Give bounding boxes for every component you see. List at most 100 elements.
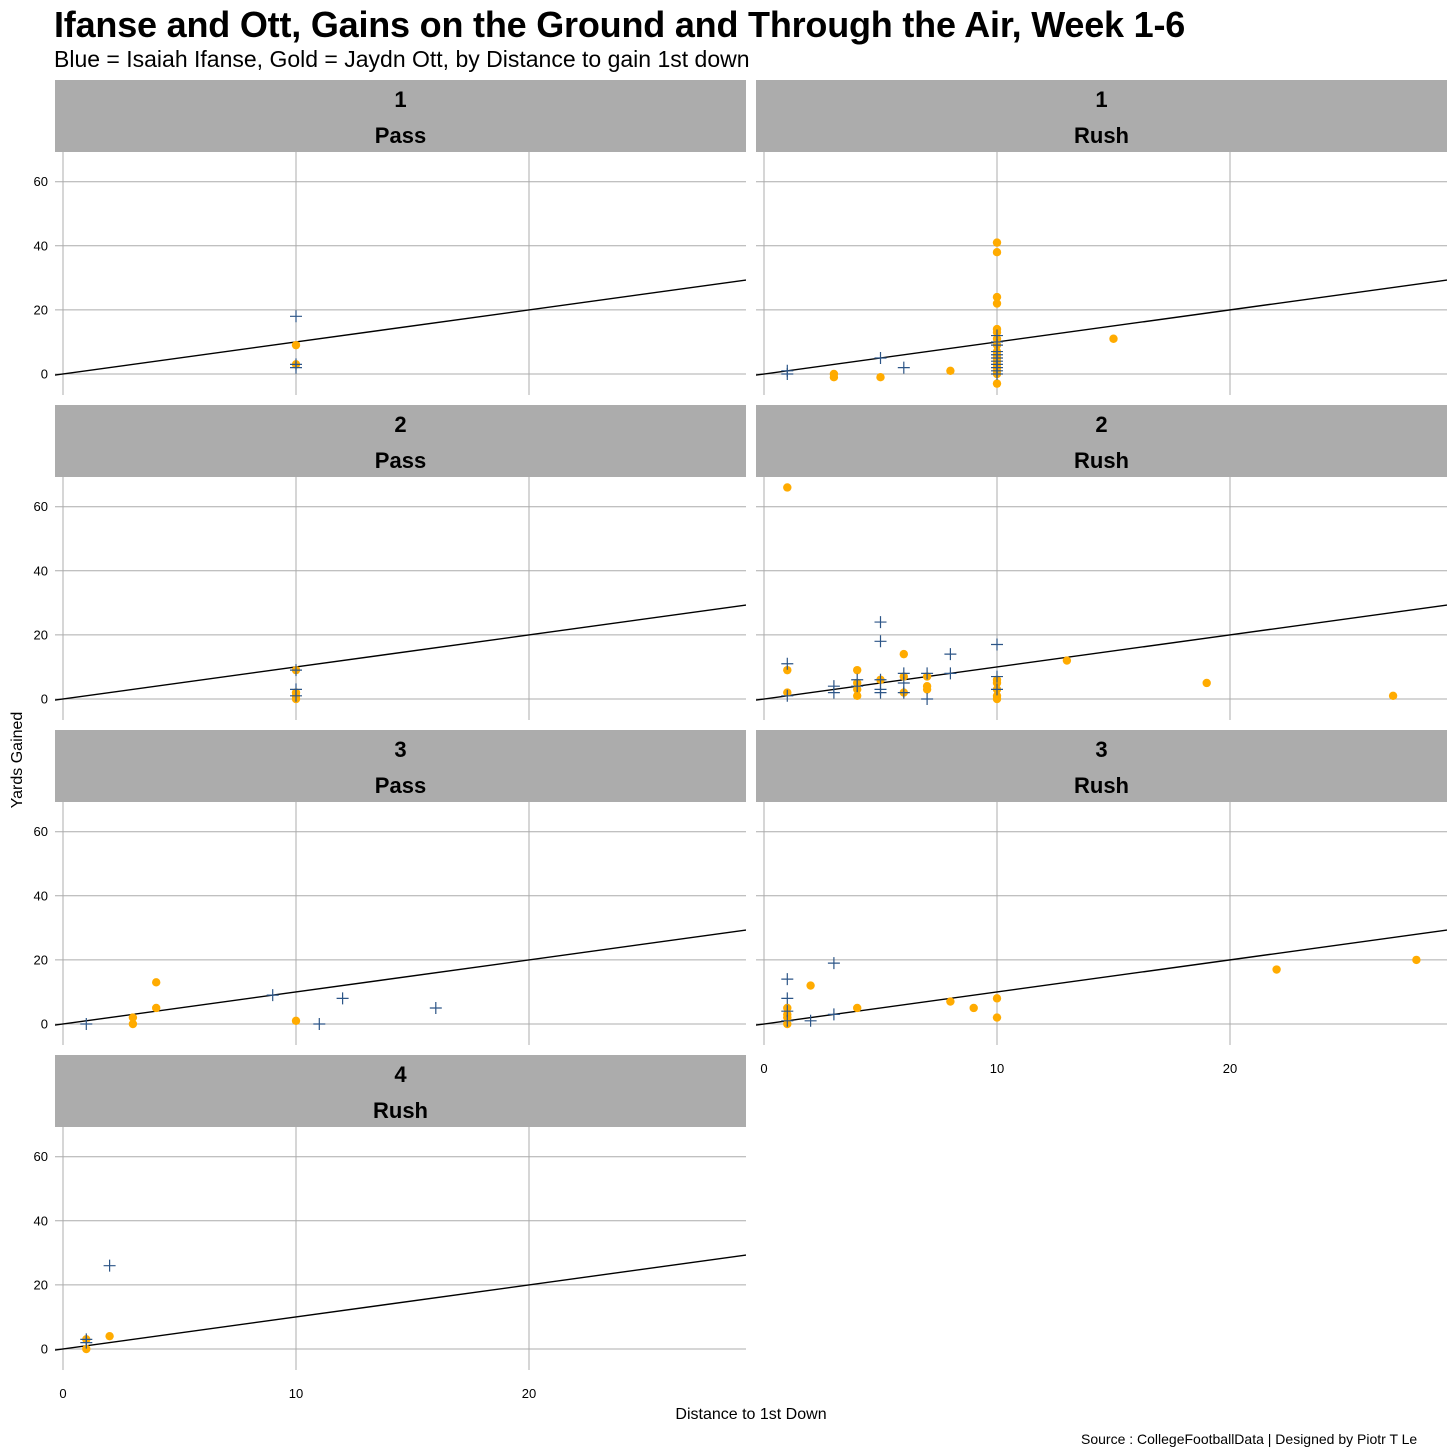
ifanse-point [874,351,887,364]
facet-strip [756,730,1447,802]
ott-point [291,340,301,350]
plot-area [756,152,1447,395]
ott-point [876,373,885,382]
reference-line [55,1254,746,1351]
y-tick-label: 40 [34,1213,48,1228]
ifanse-point [290,689,302,702]
chart-subtitle: Blue = Isaiah Ifanse, Gold = Jaydn Ott, … [54,46,750,72]
y-tick-label: 60 [34,824,48,839]
reference-line [756,604,1447,701]
ifanse-point [103,1259,116,1272]
ifanse-point [781,992,794,1005]
ifanse-point [944,667,957,680]
ifanse-point [827,957,840,970]
strip-play-label: Pass [375,773,426,798]
ott-point [829,373,839,382]
ott-point [152,978,161,987]
ott-point [82,1344,91,1354]
ifanse-point [290,361,302,374]
ott-point [1388,691,1398,700]
facet-strip [55,405,746,477]
ott-point [922,685,932,694]
y-tick-label: 60 [34,499,48,514]
ifanse-point [827,1008,840,1021]
ott-point [105,1331,114,1341]
x-axis-label: Distance to 1st Down [675,1406,827,1423]
ott-point [853,1003,862,1013]
facet-strip [55,1055,746,1127]
ifanse-point [991,368,1003,380]
ifanse-point [921,667,934,680]
ott-point [992,238,1002,247]
facet-strip [756,405,1447,477]
ifanse-point [290,664,302,677]
ifanse-point [827,686,840,699]
ifanse-point [336,992,349,1005]
ifanse-point [897,686,910,699]
reference-line [756,929,1447,1026]
ott-point [969,1003,978,1013]
plot-area [756,802,1447,1045]
ott-point [1109,334,1118,343]
ifanse-point [944,648,957,661]
facet-strip [55,80,746,152]
ifanse-point [781,1014,794,1027]
ifanse-point [80,1336,93,1349]
panel-3-rush: 3 Rush 0 10 20 [756,730,1447,1076]
ott-point [128,1013,138,1022]
plot-area [55,477,746,720]
reference-line [55,604,746,701]
strip-play-label: Rush [1074,123,1129,148]
strip-play-label: Rush [373,1098,428,1123]
ott-point [992,1013,1002,1022]
y-tick-label: 20 [34,952,48,967]
panel-1-rush: 1 Rush [756,80,1447,395]
panel-4-rush: 4 Rush 0 20 40 60 0 10 20 [34,1055,746,1401]
strip-down-label: 1 [1095,87,1107,112]
x-tick-label: 20 [522,1386,536,1401]
ifanse-point [897,361,910,374]
ifanse-point [266,989,279,1002]
ott-point [783,483,792,492]
ott-point [992,248,1002,257]
strip-play-label: Rush [1074,448,1129,473]
reference-line [756,279,1447,376]
plot-area [55,152,746,395]
y-tick-label: 20 [34,302,48,317]
y-tick-label: 20 [34,627,48,642]
ifanse-point [921,693,934,705]
plot-area [55,802,746,1045]
ifanse-point [290,310,302,323]
ott-point [783,665,792,675]
ifanse-point [874,686,887,699]
ifanse-point [781,689,794,702]
strip-down-label: 2 [394,412,406,437]
y-tick-label: 20 [34,1277,48,1292]
strip-down-label: 4 [394,1062,407,1087]
ifanse-point [991,670,1003,683]
y-tick-label: 0 [41,692,48,707]
plot-area [55,1127,746,1370]
ott-point [853,665,862,675]
ifanse-point [874,635,887,648]
strip-down-label: 3 [394,737,406,762]
ifanse-point [781,368,794,380]
ott-point [806,981,815,990]
ott-point [899,649,908,659]
y-tick-label: 0 [41,1342,48,1357]
ott-point [1202,678,1211,688]
source-caption: Source : CollegeFootballData | Designed … [1081,1431,1418,1447]
ott-point [992,299,1002,308]
ott-point [946,997,955,1006]
reference-line [55,279,746,376]
y-tick-label: 60 [34,174,48,189]
ott-point [992,678,1002,688]
y-axis-label: Yards Gained [9,711,26,809]
ifanse-point [991,638,1003,651]
y-tick-label: 40 [34,238,48,253]
y-tick-label: 0 [41,1017,48,1032]
y-tick-label: 40 [34,888,48,903]
ifanse-point [781,657,794,670]
facet-strip [55,730,746,802]
ott-point [1412,955,1421,965]
